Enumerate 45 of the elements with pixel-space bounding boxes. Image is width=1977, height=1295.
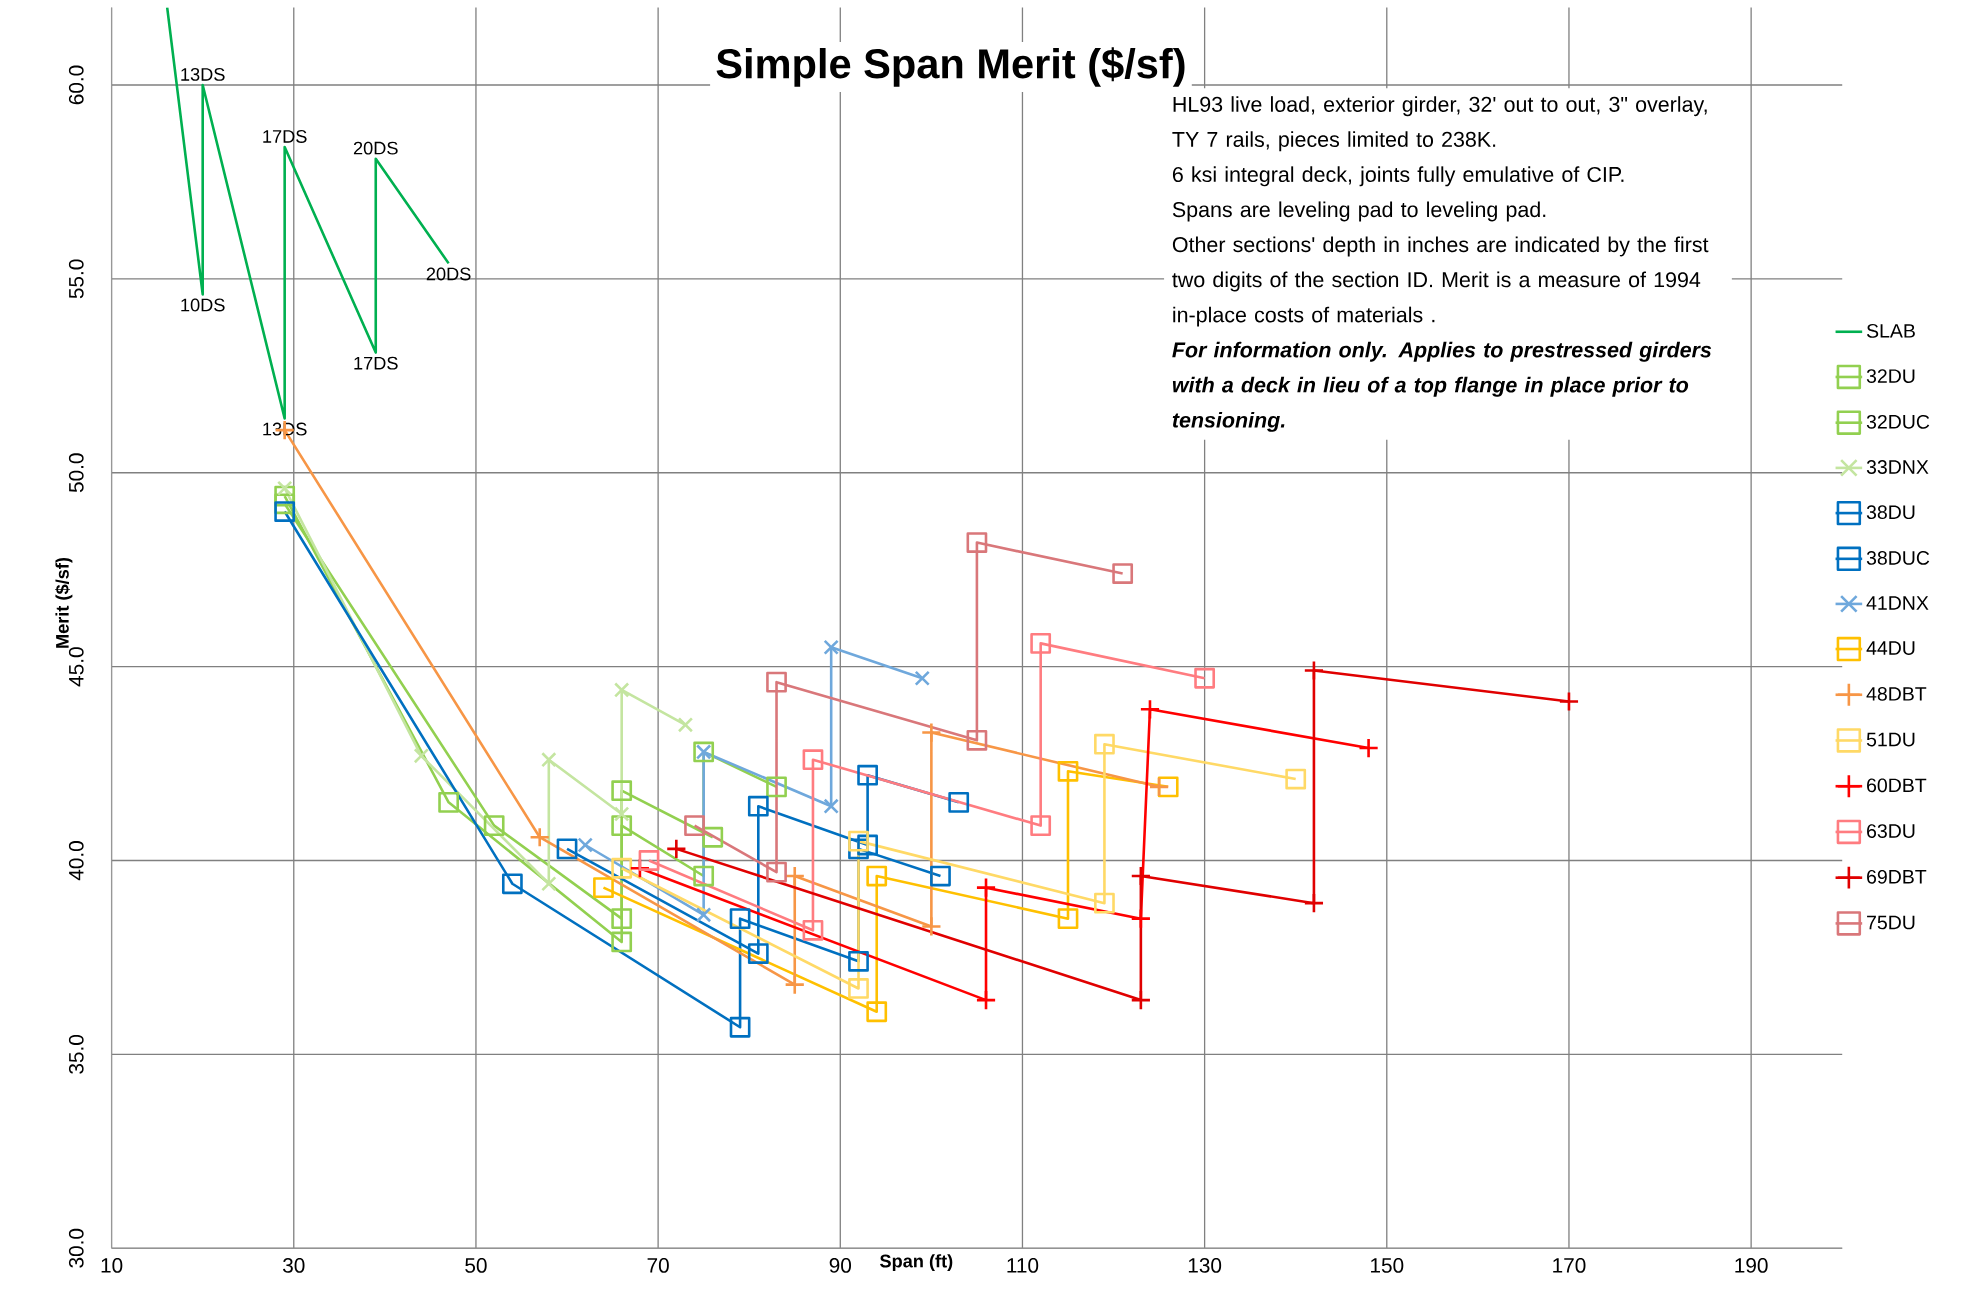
legend-label: 44DU bbox=[1866, 641, 1915, 655]
annotation: HL93 live load, exterior girder, 32' out to out, 3" overlay, TY 7 rails, pieces limited to 238K. bbox=[1172, 96, 1707, 152]
x-tick-label: 50 bbox=[465, 1258, 487, 1273]
x-tick-label: 110 bbox=[1007, 1258, 1039, 1273]
legend-label: 32DUC bbox=[1866, 414, 1930, 429]
legend-label: 63DU bbox=[1867, 824, 1915, 838]
legend-label: 33DNX bbox=[1866, 460, 1929, 474]
x-tick-label: 70 bbox=[647, 1258, 669, 1273]
x-tick-label: 170 bbox=[1553, 1258, 1586, 1273]
text: Simple Span Merit ($/sf) bbox=[716, 47, 1185, 87]
legend-label: 51DU bbox=[1866, 732, 1915, 747]
annotation: 17DS bbox=[263, 129, 307, 143]
x-tick-label: 190 bbox=[1735, 1258, 1768, 1273]
legend-label: 32DU bbox=[1866, 369, 1915, 383]
y-tick-label: 45.0 bbox=[68, 647, 84, 687]
y-tick-label: 50.0 bbox=[68, 453, 84, 493]
y-tick-label: 40.0 bbox=[68, 841, 84, 881]
legend-label: 75DU bbox=[1867, 915, 1915, 930]
y-tick-label: 35.0 bbox=[68, 1034, 84, 1074]
annotation: 17DS bbox=[354, 356, 398, 370]
x-tick-label: 10 bbox=[101, 1258, 123, 1273]
x-tick-label: 90 bbox=[829, 1258, 852, 1273]
x-axis-title: Span (ft) bbox=[879, 1254, 953, 1272]
annotation: 20DS bbox=[426, 267, 471, 281]
x-tick-label: 150 bbox=[1371, 1258, 1404, 1273]
annotation: Other sections' depth in inches are indicated by the first two digits of the section ID. Merit is a measure of 1994 in-place costs of materials . bbox=[1172, 236, 1709, 327]
legend-label: SLAB bbox=[1866, 323, 1915, 338]
annotation: For information only. Applies to prestressed girders with a deck in lieu of a top flange in place prior to tensioning. bbox=[1172, 341, 1712, 432]
legend-label: 38DUC bbox=[1866, 551, 1930, 565]
annotation: 6 ksi integral deck, joints fully emulative of CIP. bbox=[1172, 166, 1624, 187]
x-tick-label: 130 bbox=[1188, 1258, 1222, 1273]
x-tick-label: 30 bbox=[283, 1258, 305, 1273]
annotation: Spans are leveling pad to leveling pad. bbox=[1172, 201, 1546, 222]
annotation: 20DS bbox=[353, 141, 398, 155]
legend-label: 41DNX bbox=[1866, 596, 1929, 610]
annotation: 13DS bbox=[181, 67, 225, 81]
legend-label: 60DBT bbox=[1867, 778, 1927, 793]
annotation: 10DS bbox=[181, 298, 225, 312]
y-tick-label: 55.0 bbox=[68, 259, 84, 299]
legend-label: 69DBT bbox=[1867, 869, 1927, 884]
y-tick-label: 60.0 bbox=[68, 65, 84, 105]
legend-label: 38DU bbox=[1866, 505, 1915, 520]
legend-label: 48DBT bbox=[1866, 686, 1927, 701]
y-axis-title: Merit ($/sf) bbox=[55, 557, 73, 648]
y-tick-label: 30.0 bbox=[68, 1228, 84, 1268]
